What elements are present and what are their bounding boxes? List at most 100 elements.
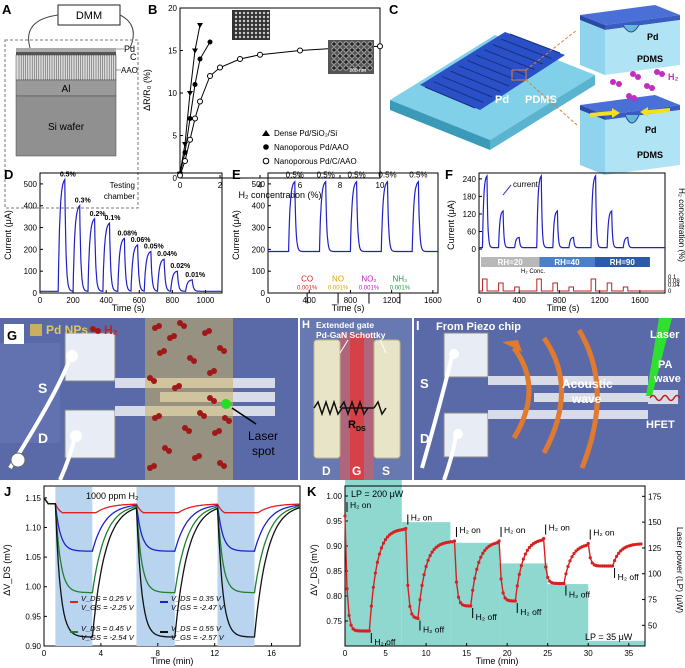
g-h2-atom — [201, 413, 207, 419]
b-inset-grain — [246, 19, 250, 23]
testing-chamber-outline — [4, 39, 139, 209]
i-piezo-label: From Piezo chip — [436, 321, 521, 333]
f-rh-bar — [481, 257, 540, 267]
chamber-label-1: Testing — [110, 181, 135, 190]
k-point — [406, 583, 410, 587]
k-point — [497, 539, 501, 543]
k-lp-step — [588, 640, 645, 646]
k-point — [572, 551, 576, 556]
b-point — [197, 98, 203, 105]
b-inset-grain — [234, 15, 238, 19]
panel-label-a: A — [2, 2, 12, 17]
i-probe-1 — [420, 355, 454, 469]
k-ytick-label: 1.00 — [326, 492, 342, 501]
e-interferent-gases: CO 0.001% NO 0.001% NO₂ 0.001% NH₃ 0.001% — [297, 275, 411, 304]
f-rh-label: RH=40 — [554, 258, 580, 267]
j-xtick-label: 8 — [156, 649, 161, 658]
f-h2conc-label: H₂ Conc. — [521, 269, 545, 275]
b-inset-grain — [266, 23, 270, 27]
b-inset-grain — [242, 35, 246, 39]
g-label-box — [4, 324, 24, 344]
c-detail-pdms-1: PDMS — [637, 54, 663, 64]
panel-label-h: H — [302, 319, 310, 331]
k-point — [426, 558, 430, 562]
b-inset-grain — [234, 19, 238, 23]
g-legend-h2: H₂ — [104, 323, 118, 337]
g-laser-label: Laser — [248, 429, 278, 443]
c-crack-line — [467, 60, 518, 81]
j-series-line — [43, 497, 301, 638]
g-h2-atom — [151, 463, 157, 469]
e-plot-frame — [267, 172, 439, 294]
chamber-label-2: chamber — [104, 192, 135, 201]
k-point — [521, 557, 525, 561]
b-inset-grain — [246, 31, 250, 35]
g-h2-atom — [211, 368, 217, 374]
k-point — [347, 613, 351, 618]
k-ylabel-right: Laser power (LP) (μW) — [675, 527, 685, 613]
j-legend-vds: V_DS = 0.35 V — [171, 594, 222, 603]
j-ticks: 0 4 8 12 16 0.90 0.95 1.00 1.05 1.10 1.15 — [25, 494, 276, 658]
k-ytick-label: 0.80 — [326, 592, 342, 601]
b-inset-grain — [242, 23, 246, 27]
e-ytick-label: 0 — [261, 289, 266, 298]
k-point — [617, 551, 621, 555]
j-ylabel: ΔV_DS (mV) — [2, 544, 12, 596]
panel-label-i: I — [416, 318, 420, 333]
b-inset-grain — [266, 35, 270, 39]
i-d-label: D — [420, 431, 429, 446]
b-point — [192, 48, 198, 54]
h-source-electrode — [373, 339, 401, 459]
f-right-tick: 0.1 — [668, 275, 677, 281]
i-laser-beam — [646, 318, 672, 396]
b-inset-grain — [250, 19, 254, 23]
h-drain-electrode — [313, 339, 341, 459]
k-point — [452, 539, 457, 543]
g-pd-np-region — [145, 318, 233, 480]
c-detail-bottom: Pd PDMS H₂ — [580, 69, 680, 175]
k-point — [369, 604, 373, 608]
k-point — [458, 601, 463, 605]
k-ytick-label: 0.90 — [326, 542, 342, 551]
k-point — [590, 561, 594, 565]
panel-label-g: G — [7, 328, 17, 343]
panel-label-k: K — [307, 484, 317, 499]
b-inset-pore — [337, 53, 343, 59]
g-s-label: S — [38, 380, 47, 396]
k-point — [383, 538, 388, 542]
k-point — [381, 541, 386, 545]
k-point — [477, 560, 481, 564]
b-point — [197, 23, 203, 28]
b-inset-pore — [367, 59, 373, 65]
k-point — [517, 572, 521, 576]
c-detail-pdms-2: PDMS — [637, 150, 663, 160]
f-ylabel-right: H₂ concentration (%) — [677, 188, 685, 262]
f-rh-label: RH=90 — [610, 258, 636, 267]
j-xlabel: Time (min) — [151, 656, 194, 666]
b-inset-grain — [266, 31, 270, 35]
j-ytick-label: 0.95 — [25, 612, 41, 621]
b-inset-grain — [250, 23, 254, 27]
e-gas-name: NH₃ — [392, 275, 407, 284]
b-inset-grain — [238, 11, 242, 15]
panel-e: E Current (μA) Time (s) 0 400 800 1200 1600 0… — [228, 165, 443, 315]
b-inset-grain — [242, 31, 246, 35]
k-point — [422, 573, 426, 577]
b-point — [217, 64, 223, 71]
k-point — [349, 623, 353, 627]
b-ticks: 0 2 4 6 8 10 0 5 10 15 20 — [168, 4, 385, 190]
k-point — [570, 555, 574, 559]
d-peak-label: 0.06% — [131, 237, 152, 244]
g-h2-atom — [161, 348, 167, 354]
b-inset-dense-pattern — [234, 11, 270, 39]
c-crack-line — [441, 75, 493, 98]
aao-pores — [18, 55, 117, 80]
j-ytick-label: 0.90 — [25, 642, 41, 651]
j-legend-vds: V_DS = 0.45 V — [81, 624, 132, 633]
g-laser-spot — [221, 399, 231, 409]
b-inset-grain — [246, 15, 250, 19]
e-ticks: 0 400 800 1200 1600 0 100 200 300 400 500 — [252, 180, 443, 305]
b-inset-pore — [343, 65, 349, 71]
d-peak-label: 0.2% — [90, 211, 107, 218]
g-probe-1 — [8, 357, 72, 470]
